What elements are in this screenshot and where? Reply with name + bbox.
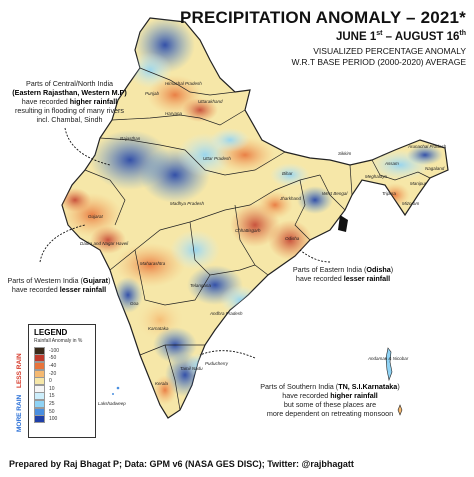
callout-west: Parts of Western India (Gujarat) have re… — [7, 276, 111, 294]
legend-items: -100 -50 -40 -20 0 10 15 25 50 100 — [29, 346, 95, 424]
label-chhattisgarh: Chhattisgarh — [235, 228, 261, 233]
label-telangana: Telangana — [190, 283, 211, 288]
legend-subtitle: Rainfall Anomaly in % — [34, 338, 83, 344]
label-meghalaya: Meghalaya — [365, 174, 388, 179]
callout-north: Parts of Central/North India (Eastern Ra… — [12, 79, 127, 124]
legend-item: 10 — [34, 384, 95, 393]
label-arunachal: Arunachal Pradesh — [407, 144, 447, 149]
callout-south: Parts of Southern India (TN, S.I.Karnata… — [260, 382, 400, 418]
label-punjab: Punjab — [145, 91, 160, 96]
label-andhra-pradesh: Andhra Pradesh — [209, 311, 243, 316]
credits-footer: Prepared by Raj Bhagat P; Data: GPM v6 (… — [9, 459, 354, 469]
legend-label: 100 — [49, 416, 58, 423]
legend-label: -20 — [49, 370, 57, 377]
legend-title: LEGEND — [34, 328, 68, 337]
anomaly-patches — [62, 18, 443, 405]
label-uttar-pradesh: Uttar Pradesh — [203, 156, 231, 161]
legend-label: 15 — [49, 393, 55, 400]
legend-swatch — [34, 346, 45, 355]
description-line-1: VISUALIZED PERCENTAGE ANOMALY — [313, 46, 466, 56]
andaman-islands — [385, 347, 403, 416]
legend-item: -50 — [34, 354, 95, 363]
sundarbans-dark-patch — [338, 215, 348, 232]
label-tamil-nadu: Tamil Nadu — [180, 366, 203, 371]
legend-swatch — [34, 377, 45, 386]
legend: LEGEND Rainfall Anomaly in % -100 -50 -40-… — [28, 324, 96, 438]
india-landmass — [61, 17, 449, 419]
legend-label: -100 — [49, 347, 60, 354]
label-assam: Assam — [384, 161, 399, 166]
legend-swatch — [34, 361, 45, 370]
legend-item: 100 — [34, 415, 95, 424]
region-labels: Uttar Pradesh Madhya Pradesh Maharashtra… — [80, 81, 447, 406]
legend-item: -100 — [34, 346, 95, 355]
label-odisha: Odisha — [285, 236, 300, 241]
label-west-bengal: West Bengal — [322, 191, 348, 196]
label-diu: Dadra and Nagar Haveli — [80, 241, 129, 246]
label-uttarakhand: Uttarakhand — [198, 99, 223, 104]
description-line-2: W.R.T BASE PERIOD (2000-2020) AVERAGE — [291, 57, 466, 67]
label-madhya-pradesh: Madhya Pradesh — [170, 201, 205, 206]
label-haryana: Haryana — [165, 111, 183, 116]
legend-label: 0 — [49, 378, 52, 385]
legend-item: -20 — [34, 369, 95, 378]
legend-item: 0 — [34, 377, 95, 386]
legend-swatch — [34, 415, 45, 424]
legend-swatch — [34, 399, 45, 408]
map-title: PRECIPITATION ANOMALY – 2021* — [179, 8, 466, 27]
label-kerala: Kerala — [155, 381, 169, 386]
callout-east: Parts of Eastern India (Odisha) have rec… — [292, 265, 394, 283]
label-tripura: Tripura — [382, 191, 396, 196]
callout-arrows — [39, 127, 331, 359]
legend-label: 10 — [49, 385, 55, 392]
label-karnataka: Karnataka — [148, 326, 169, 331]
label-puducherry: Puducherry — [205, 361, 229, 366]
state-boundaries — [84, 67, 431, 411]
legend-item: 15 — [34, 392, 95, 401]
label-himachal: Himachal Pradesh — [165, 81, 202, 86]
label-mizoram: Mizoram — [402, 201, 420, 206]
legend-item: -40 — [34, 361, 95, 370]
legend-label: -50 — [49, 355, 57, 362]
label-jharkhand: Jharkhand — [279, 196, 302, 201]
arrow-south — [199, 350, 256, 359]
label-bihar: Bihar — [282, 171, 293, 176]
label-lakshadweep: Lakshadweep — [98, 401, 126, 406]
legend-swatch — [34, 407, 45, 416]
arrow-west — [39, 224, 86, 263]
label-nagaland: Nagaland — [425, 166, 445, 171]
legend-swatch — [34, 354, 45, 363]
label-gujarat: Gujarat — [88, 214, 104, 219]
legend-item: 25 — [34, 399, 95, 408]
less-rain-label: LESS RAIN — [16, 353, 23, 388]
label-maharashtra: Maharashtra — [140, 261, 166, 266]
lakshadweep-islands — [112, 386, 120, 395]
arrow-east — [299, 249, 331, 263]
date-range: JUNE 1st – AUGUST 16th — [335, 30, 466, 43]
legend-label: -40 — [49, 362, 57, 369]
label-rajasthan: Rajasthan — [120, 136, 141, 141]
legend-item: 50 — [34, 407, 95, 416]
label-manipur: Manipur — [410, 181, 427, 186]
label-andaman: Andaman & Nicobar — [367, 356, 409, 361]
legend-swatch — [34, 384, 45, 393]
legend-swatch — [34, 392, 45, 401]
more-rain-label: MORE RAIN — [16, 394, 23, 432]
label-goa: Goa — [130, 301, 139, 306]
arrow-north — [64, 127, 111, 166]
legend-swatch — [34, 369, 45, 378]
legend-label: 50 — [49, 408, 55, 415]
label-sikkim: Sikkim — [338, 151, 352, 156]
legend-label: 25 — [49, 400, 55, 407]
